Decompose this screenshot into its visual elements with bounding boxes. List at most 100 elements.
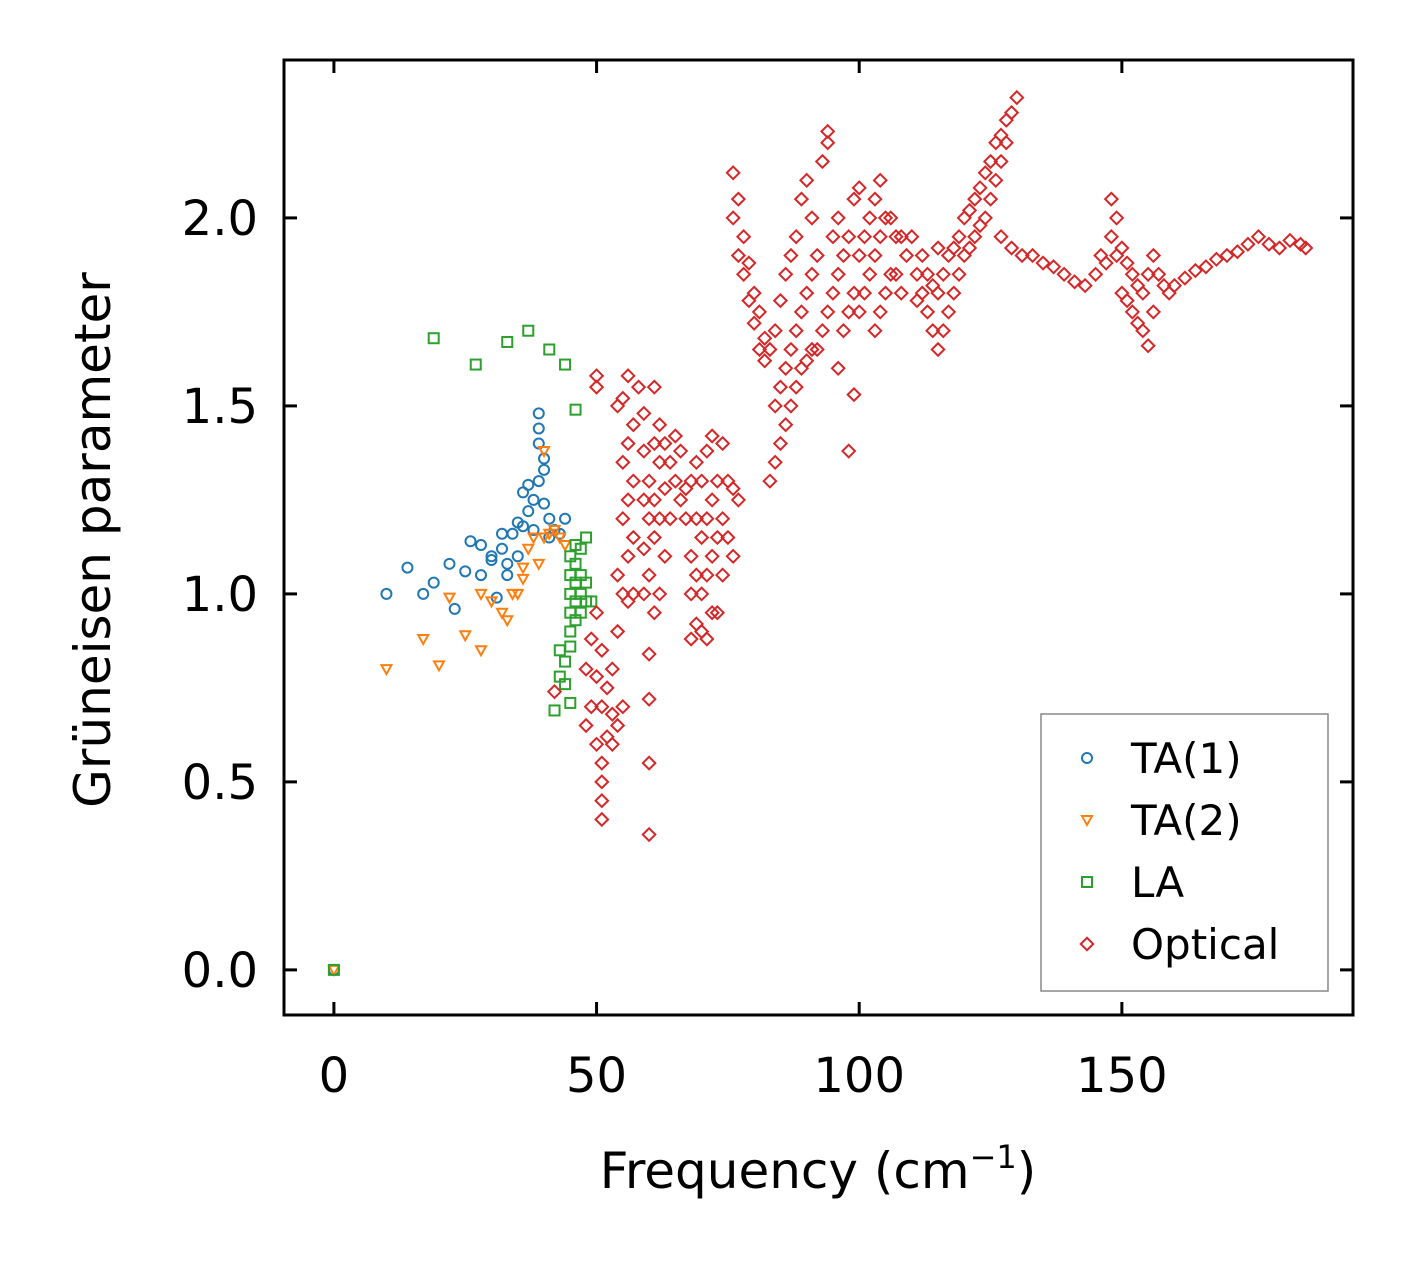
- data-point-optical: [636, 492, 652, 508]
- data-point-optical: [793, 191, 810, 207]
- data-point-optical: [641, 646, 657, 662]
- data-point-optical: [1035, 255, 1051, 271]
- data-point-optical: [704, 605, 720, 621]
- data-point-optical: [1014, 247, 1030, 264]
- data-point-ta-2: [432, 660, 446, 673]
- data-point-ta-1: [532, 407, 545, 420]
- data-point-la: [427, 332, 440, 345]
- data-point-optical: [1003, 240, 1020, 256]
- data-point-optical: [820, 123, 836, 140]
- data-point-optical: [1103, 229, 1120, 245]
- data-point-optical: [1003, 104, 1020, 121]
- data-point-optical: [799, 172, 815, 188]
- data-point-optical: [825, 285, 841, 301]
- data-point-optical: [1187, 262, 1204, 279]
- data-point-optical: [688, 616, 705, 632]
- data-point-optical: [683, 548, 699, 564]
- data-point-optical: [799, 353, 815, 369]
- data-point-optical: [588, 668, 605, 685]
- data-point-optical: [615, 390, 631, 407]
- data-point-optical: [888, 229, 904, 245]
- data-point-optical: [820, 304, 836, 320]
- data-point-optical: [772, 292, 789, 309]
- data-point-optical: [867, 247, 883, 264]
- data-point-optical: [704, 548, 720, 564]
- data-point-optical: [856, 229, 873, 245]
- data-point-optical: [704, 492, 720, 508]
- data-point-optical: [1261, 236, 1277, 252]
- data-point-optical: [788, 229, 804, 245]
- data-point-optical: [788, 379, 804, 395]
- series-optical: [546, 89, 1314, 843]
- data-point-optical: [604, 661, 620, 677]
- data-point-optical: [940, 304, 957, 320]
- data-point-optical: [636, 405, 652, 422]
- data-point-ta-2: [516, 562, 530, 575]
- data-point-optical: [725, 210, 741, 226]
- data-point-ta-1: [496, 527, 509, 540]
- data-point-optical: [830, 210, 846, 226]
- data-point-optical: [678, 480, 694, 497]
- data-point-optical: [883, 266, 899, 282]
- data-point-optical: [699, 631, 715, 647]
- data-point-optical: [641, 567, 657, 583]
- data-point-optical: [977, 210, 993, 226]
- data-point-optical: [725, 480, 741, 497]
- data-point-optical: [1124, 304, 1141, 320]
- data-point-optical: [657, 435, 673, 452]
- data-point-optical: [867, 323, 883, 339]
- x-tick-label: 50: [566, 1048, 627, 1104]
- data-point-optical: [930, 285, 946, 301]
- data-point-optical: [820, 135, 836, 151]
- data-point-ta-2: [511, 588, 525, 601]
- data-point-ta-1: [474, 539, 487, 552]
- data-point-ta-1: [506, 527, 519, 540]
- data-point-optical: [657, 548, 673, 564]
- data-point-ta-2: [474, 645, 488, 658]
- data-point-optical: [625, 529, 641, 546]
- data-point-optical: [583, 631, 599, 647]
- data-point-optical: [609, 398, 626, 414]
- data-point-ta-1: [532, 422, 545, 435]
- data-point-optical: [741, 255, 757, 271]
- data-point-ta-2: [500, 615, 514, 628]
- data-point-ta-2: [442, 592, 457, 605]
- x-axis-label-main: Frequency (cm: [600, 1142, 970, 1200]
- data-point-optical: [1024, 247, 1041, 264]
- data-point-optical: [814, 323, 831, 339]
- data-point-optical: [1066, 274, 1083, 290]
- data-point-optical: [667, 428, 684, 444]
- data-point-optical: [756, 353, 773, 369]
- data-point-optical: [883, 210, 899, 226]
- data-point-ta-1: [517, 520, 530, 533]
- data-point-la: [327, 963, 340, 976]
- data-point-optical: [1108, 210, 1125, 226]
- data-point-la: [553, 670, 566, 683]
- data-point-optical: [1250, 229, 1267, 245]
- data-point-optical: [825, 229, 841, 245]
- data-point-optical: [956, 247, 972, 264]
- data-point-optical: [993, 127, 1009, 143]
- data-point-ta-1: [401, 561, 414, 574]
- data-point-ta-1: [485, 554, 498, 567]
- data-point-optical: [609, 623, 626, 640]
- data-point-optical: [809, 247, 825, 264]
- legend-label-ta-2: TA(2): [1130, 796, 1242, 845]
- data-point-optical: [830, 360, 846, 376]
- data-point-optical: [872, 304, 888, 320]
- legend-marker-la: [1081, 876, 1093, 888]
- data-point-optical: [615, 699, 631, 715]
- data-point-optical: [1282, 232, 1298, 249]
- data-point-optical: [1140, 338, 1156, 354]
- data-point-optical: [946, 240, 962, 256]
- data-point-la: [585, 595, 598, 608]
- data-point-optical: [1298, 240, 1314, 256]
- data-point-optical: [730, 492, 747, 508]
- data-point-ta-1: [380, 587, 393, 600]
- data-point-optical: [688, 511, 705, 527]
- data-point-optical: [588, 605, 605, 621]
- data-point-optical: [783, 247, 799, 264]
- data-point-optical: [594, 793, 610, 809]
- data-point-optical: [967, 191, 983, 207]
